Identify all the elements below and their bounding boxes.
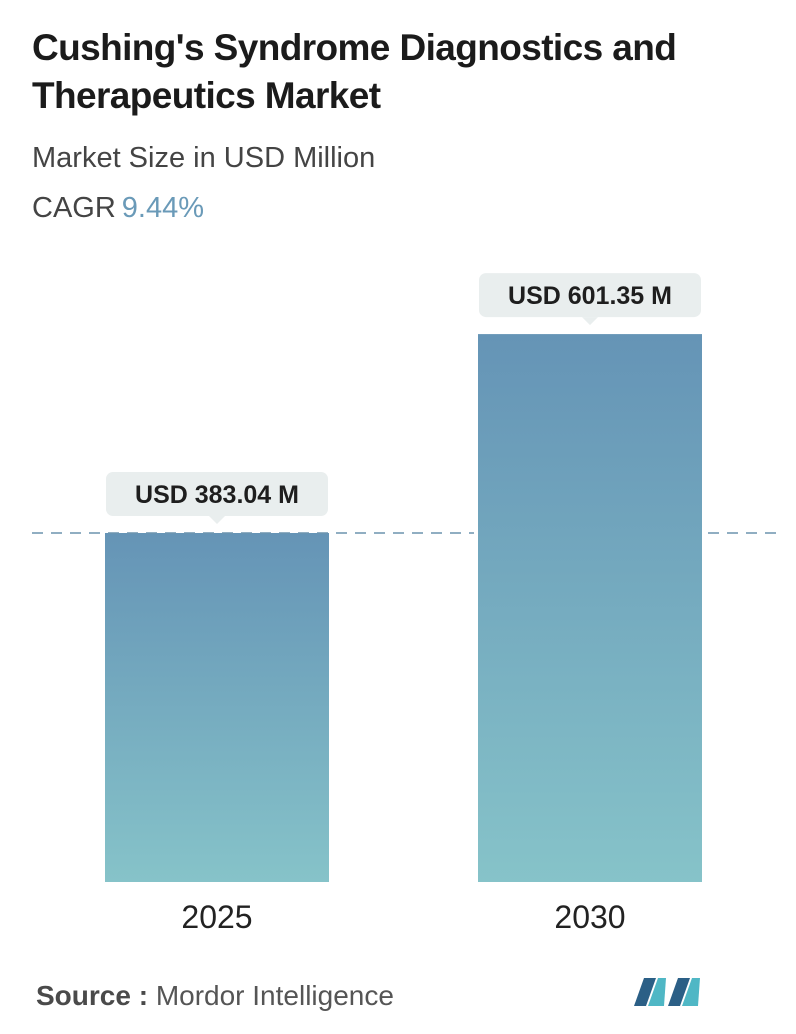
source-label: Source :: [36, 980, 149, 1011]
bar-2030: [478, 334, 702, 882]
chart-title: Cushing's Syndrome Diagnostics and Thera…: [32, 27, 677, 116]
source-name: Mordor Intelligence: [155, 980, 394, 1011]
cagr-label: CAGR: [32, 192, 116, 224]
cagr: CAGR 9.44%: [32, 190, 204, 226]
bar-2025: [105, 533, 329, 882]
data-label-2025: USD 383.04 M: [106, 472, 328, 524]
x-tick-label-2025: 2025: [181, 899, 252, 935]
cagr-value: 9.44%: [121, 192, 205, 224]
source: Source : Mordor Intelligence: [36, 978, 394, 1014]
mordor-logo-icon: [634, 978, 700, 1006]
data-label-2030: USD 601.35 M: [479, 273, 701, 326]
svg-text:USD 601.35 M: USD 601.35 M: [508, 282, 672, 310]
chart-subtitle: Market Size in USD Million: [32, 142, 376, 174]
x-tick-label-2030: 2030: [554, 899, 625, 935]
svg-text:USD 383.04 M: USD 383.04 M: [135, 481, 299, 509]
